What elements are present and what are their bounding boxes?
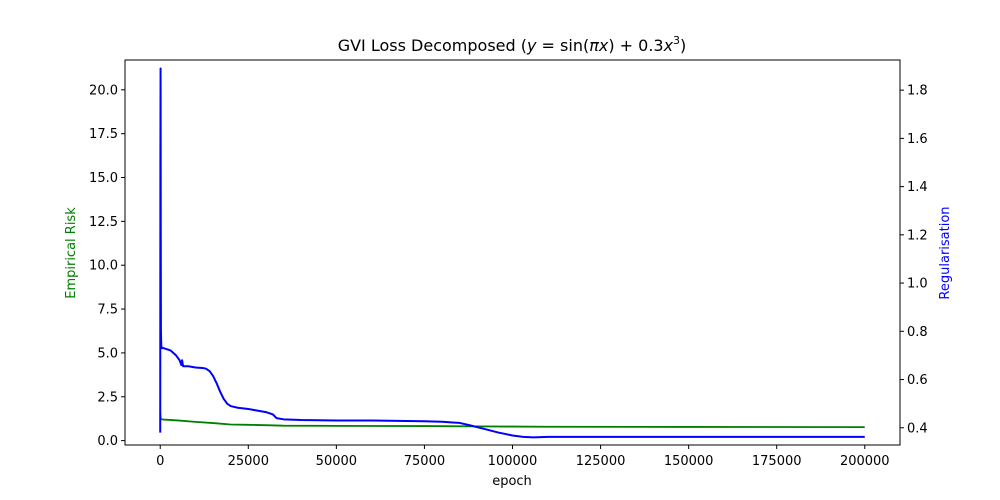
x-axis-label: epoch bbox=[492, 474, 532, 489]
y-right-tick-label: 1.0 bbox=[907, 277, 928, 292]
chart-title: GVI Loss Decomposed (y = sin(πx) + 0.3x3… bbox=[338, 34, 687, 55]
y-right-tick-label: 0.8 bbox=[907, 325, 928, 340]
y-left-tick-label: 2.5 bbox=[97, 390, 118, 405]
x-tick-label: 25000 bbox=[228, 454, 269, 469]
x-tick-label: 125000 bbox=[576, 454, 626, 469]
y-left-tick-label: 10.0 bbox=[89, 259, 118, 274]
y-left-tick-label: 17.5 bbox=[89, 127, 118, 142]
y-right-tick-label: 1.2 bbox=[907, 228, 928, 243]
x-tick-label: 50000 bbox=[316, 454, 357, 469]
regularisation-line bbox=[159, 67, 865, 439]
x-tick-label: 0 bbox=[156, 454, 164, 469]
plot-frame bbox=[124, 59, 901, 446]
x-tick-label: 200000 bbox=[840, 454, 890, 469]
y-right-tick-label: 0.6 bbox=[907, 373, 928, 388]
y-right-tick-label: 1.4 bbox=[907, 180, 928, 195]
y-axis-left: 0.0 2.5 5.0 7.5 10.0 12.5 15.0 17.5 20.0 bbox=[89, 83, 125, 449]
y-right-tick-label: 1.8 bbox=[907, 84, 928, 99]
y-left-tick-label: 12.5 bbox=[89, 215, 118, 230]
y-left-tick-label: 0.0 bbox=[97, 434, 118, 449]
x-tick-label: 150000 bbox=[664, 454, 714, 469]
y-left-tick-label: 20.0 bbox=[89, 83, 118, 98]
y-axis-left-label: Empirical Risk bbox=[64, 207, 79, 299]
y-left-tick-label: 5.0 bbox=[97, 346, 118, 361]
y-left-tick-label: 7.5 bbox=[97, 303, 118, 318]
y-axis-right: 0.4 0.6 0.8 1.0 1.2 1.4 1.6 1.8 bbox=[900, 84, 928, 436]
x-axis: 0 25000 50000 75000 100000 125000 150000 175000… bbox=[156, 445, 890, 469]
x-tick-label: 75000 bbox=[404, 454, 445, 469]
plot-lines bbox=[159, 67, 865, 439]
y-right-tick-label: 1.6 bbox=[907, 132, 928, 147]
y-left-tick-label: 15.0 bbox=[89, 171, 118, 186]
x-tick-label: 175000 bbox=[752, 454, 802, 469]
x-tick-label: 100000 bbox=[488, 454, 538, 469]
y-axis-right-label: Regularisation bbox=[938, 206, 953, 299]
empirical-risk-line bbox=[159, 413, 865, 429]
y-right-tick-label: 0.4 bbox=[907, 421, 928, 436]
